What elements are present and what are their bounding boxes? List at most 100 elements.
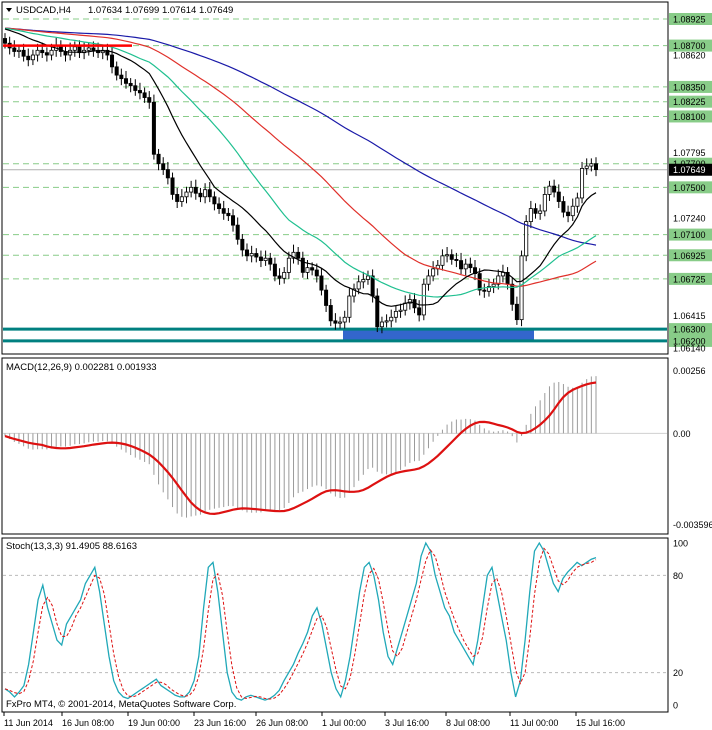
candle-body xyxy=(584,165,589,169)
x-axis-label: 19 Jun 00:00 xyxy=(128,718,180,728)
candle-body xyxy=(44,52,49,56)
stoch-tick-label: 20 xyxy=(673,668,683,678)
candle-body xyxy=(519,255,524,321)
x-axis-label: 23 Jun 16:00 xyxy=(194,718,246,728)
candle-body xyxy=(365,275,370,280)
x-axis-label: 1 Jul 00:00 xyxy=(322,718,366,728)
candle-body xyxy=(114,66,119,76)
stoch-tick-label: 80 xyxy=(673,571,683,581)
candle-body xyxy=(445,254,450,257)
price-level-label: 1.08100 xyxy=(673,112,706,122)
price-level-label: 1.08925 xyxy=(673,15,706,25)
candle-body xyxy=(589,163,594,167)
candle-body xyxy=(12,47,17,52)
candle-body xyxy=(142,92,147,98)
copyright-text: FxPro MT4, © 2001-2014, MetaQuotes Softw… xyxy=(6,699,236,710)
candle-body xyxy=(123,78,128,84)
price-level-label: 1.06925 xyxy=(673,251,706,261)
candle-body xyxy=(3,38,8,44)
price-layer xyxy=(3,18,667,343)
x-axis-label: 11 Jul 00:00 xyxy=(510,718,558,728)
candle-body xyxy=(235,224,240,240)
candle-body xyxy=(538,210,543,214)
candle-body xyxy=(491,283,496,287)
candle-body xyxy=(496,275,501,285)
candle-body xyxy=(352,288,357,297)
candle-body xyxy=(575,197,580,207)
candle-body xyxy=(379,321,384,328)
level-label-bg xyxy=(669,95,712,108)
ohlc-readout: 1.07634 1.07699 1.07614 1.07649 xyxy=(88,5,233,16)
candle-body xyxy=(314,269,319,277)
candle-body xyxy=(175,194,180,202)
candle-body xyxy=(263,257,268,261)
candle-body xyxy=(296,251,301,259)
candle-body xyxy=(184,191,189,198)
candle-body xyxy=(482,289,487,292)
stoch-signal-line xyxy=(4,547,597,700)
candle-body xyxy=(440,255,445,266)
candle-body xyxy=(594,163,599,171)
candle-body xyxy=(291,251,296,259)
price-tick-label: 1.07795 xyxy=(673,148,706,158)
price-tick-label: 1.07240 xyxy=(673,214,706,224)
candle-body xyxy=(421,283,426,316)
candle-body xyxy=(30,54,35,61)
stoch-title: Stoch(13,3,3) 91.4905 88.6163 xyxy=(6,541,137,552)
candle-body xyxy=(49,49,54,56)
price-level-label: 1.06200 xyxy=(673,336,706,346)
price-level-label: 1.08350 xyxy=(673,82,706,92)
candle-body xyxy=(86,47,91,51)
macd-signal-line xyxy=(4,381,597,516)
candle-body xyxy=(463,263,468,270)
level-label-bg xyxy=(669,13,712,25)
candle-body xyxy=(151,101,156,155)
symbol-timeframe: USDCAD,H4 xyxy=(16,5,71,16)
candle-body xyxy=(356,281,361,290)
candle-body xyxy=(226,212,231,217)
candle-body xyxy=(156,153,161,165)
candle-body xyxy=(510,283,515,305)
x-axis-label: 16 Jun 08:00 xyxy=(62,718,114,728)
price-level-label: 1.08225 xyxy=(673,97,706,107)
candle-body xyxy=(249,253,254,257)
candle-body xyxy=(459,260,464,270)
price-tick-label: 1.06140 xyxy=(673,344,706,354)
candle-body xyxy=(221,208,226,214)
price-level-label: 1.07649 xyxy=(673,165,706,175)
candle-body xyxy=(119,74,124,80)
candle-body xyxy=(398,309,403,312)
price-level-label: 1.08700 xyxy=(673,41,706,51)
candle-body xyxy=(26,55,31,61)
price-level-label: 1.06725 xyxy=(673,274,706,284)
candle-body xyxy=(240,238,245,251)
level-label-bg xyxy=(669,334,712,347)
candle-body xyxy=(133,85,138,91)
candle-body xyxy=(137,90,142,94)
candle-body xyxy=(105,49,110,56)
candle-body xyxy=(277,275,282,279)
candle-body xyxy=(161,163,166,171)
candle-body xyxy=(300,257,305,273)
chart-dropdown-icon[interactable] xyxy=(6,8,12,12)
candle-body xyxy=(16,49,21,52)
price-level-label: 1.06300 xyxy=(673,325,706,335)
candle-body xyxy=(231,215,236,226)
candle-body xyxy=(268,257,273,265)
candle-body xyxy=(147,97,152,103)
price-level-label: 1.07500 xyxy=(673,183,706,193)
candle-body xyxy=(207,189,212,198)
stoch-main-line xyxy=(4,541,597,701)
level-label-bg xyxy=(669,249,712,262)
candle-body xyxy=(21,49,26,57)
candle-body xyxy=(333,320,338,324)
level-label-bg xyxy=(669,323,712,336)
candle-body xyxy=(486,286,491,292)
candle-body xyxy=(370,275,375,297)
candle-body xyxy=(342,316,347,323)
candle-body xyxy=(533,208,538,214)
candle-body xyxy=(305,267,310,273)
candle-body xyxy=(165,169,170,179)
stoch-layer xyxy=(3,541,667,701)
